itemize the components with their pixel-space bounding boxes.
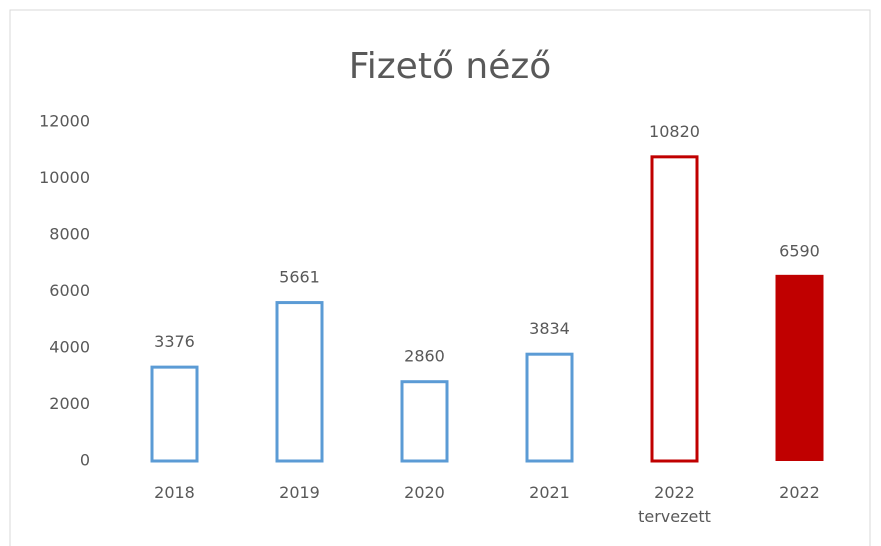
bar	[400, 380, 449, 463]
y-tick-label: 10000	[39, 168, 90, 187]
y-tick-label: 2000	[49, 394, 90, 413]
bar	[775, 274, 824, 461]
chart-title: Fizető néző	[349, 46, 552, 87]
y-tick-label: 12000	[39, 112, 90, 131]
value-label: 5661	[279, 268, 320, 287]
value-label: 6590	[779, 241, 820, 260]
x-tick-label: 2019	[279, 483, 320, 502]
bar	[150, 365, 199, 463]
x-tick-label: 2022 tervezett	[638, 483, 711, 526]
y-tick-label: 4000	[49, 338, 90, 357]
value-label: 3834	[529, 319, 570, 338]
chart-border	[9, 9, 871, 546]
value-label: 10820	[649, 122, 700, 141]
x-tick-label: 2022	[779, 483, 820, 502]
y-tick-label: 8000	[49, 225, 90, 244]
bar	[525, 352, 574, 463]
value-label: 3376	[154, 332, 195, 351]
x-tick-label: 2020	[404, 483, 445, 502]
bar	[275, 301, 324, 463]
bar	[650, 155, 699, 463]
y-tick-label: 6000	[49, 281, 90, 300]
y-tick-label: 0	[80, 451, 90, 470]
x-tick-label: 2018	[154, 483, 195, 502]
x-tick-label: 2021	[529, 483, 570, 502]
value-label: 2860	[404, 347, 445, 366]
